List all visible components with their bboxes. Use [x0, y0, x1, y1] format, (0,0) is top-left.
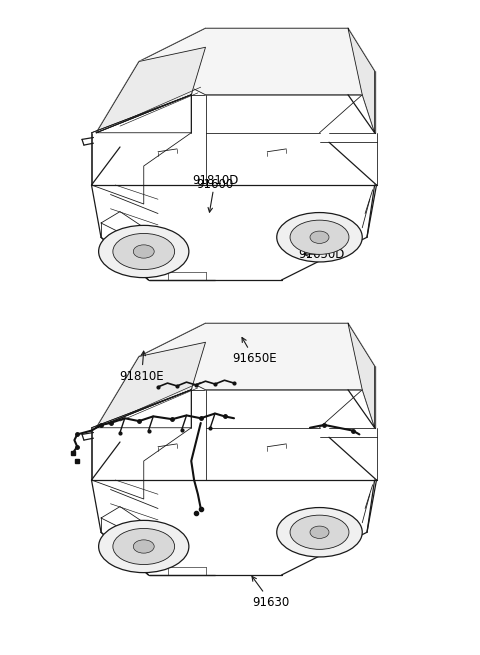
Polygon shape — [139, 28, 374, 95]
Ellipse shape — [277, 213, 362, 262]
Polygon shape — [96, 47, 205, 133]
Text: 91600: 91600 — [196, 178, 234, 191]
Ellipse shape — [133, 540, 154, 553]
Text: 91810D: 91810D — [192, 174, 238, 212]
Ellipse shape — [277, 508, 362, 557]
Text: 91650D: 91650D — [299, 248, 345, 261]
Polygon shape — [348, 324, 374, 428]
Polygon shape — [96, 343, 205, 428]
Text: 91810E: 91810E — [120, 351, 164, 383]
Polygon shape — [348, 28, 374, 133]
Ellipse shape — [98, 520, 189, 572]
Ellipse shape — [290, 220, 349, 254]
Ellipse shape — [113, 529, 175, 565]
Polygon shape — [139, 324, 374, 390]
Ellipse shape — [310, 231, 329, 244]
Ellipse shape — [310, 526, 329, 538]
Ellipse shape — [290, 515, 349, 550]
Ellipse shape — [113, 233, 175, 270]
Text: 91650E: 91650E — [232, 337, 276, 365]
Text: 91630: 91630 — [252, 576, 290, 609]
Ellipse shape — [133, 245, 154, 258]
Ellipse shape — [98, 225, 189, 278]
